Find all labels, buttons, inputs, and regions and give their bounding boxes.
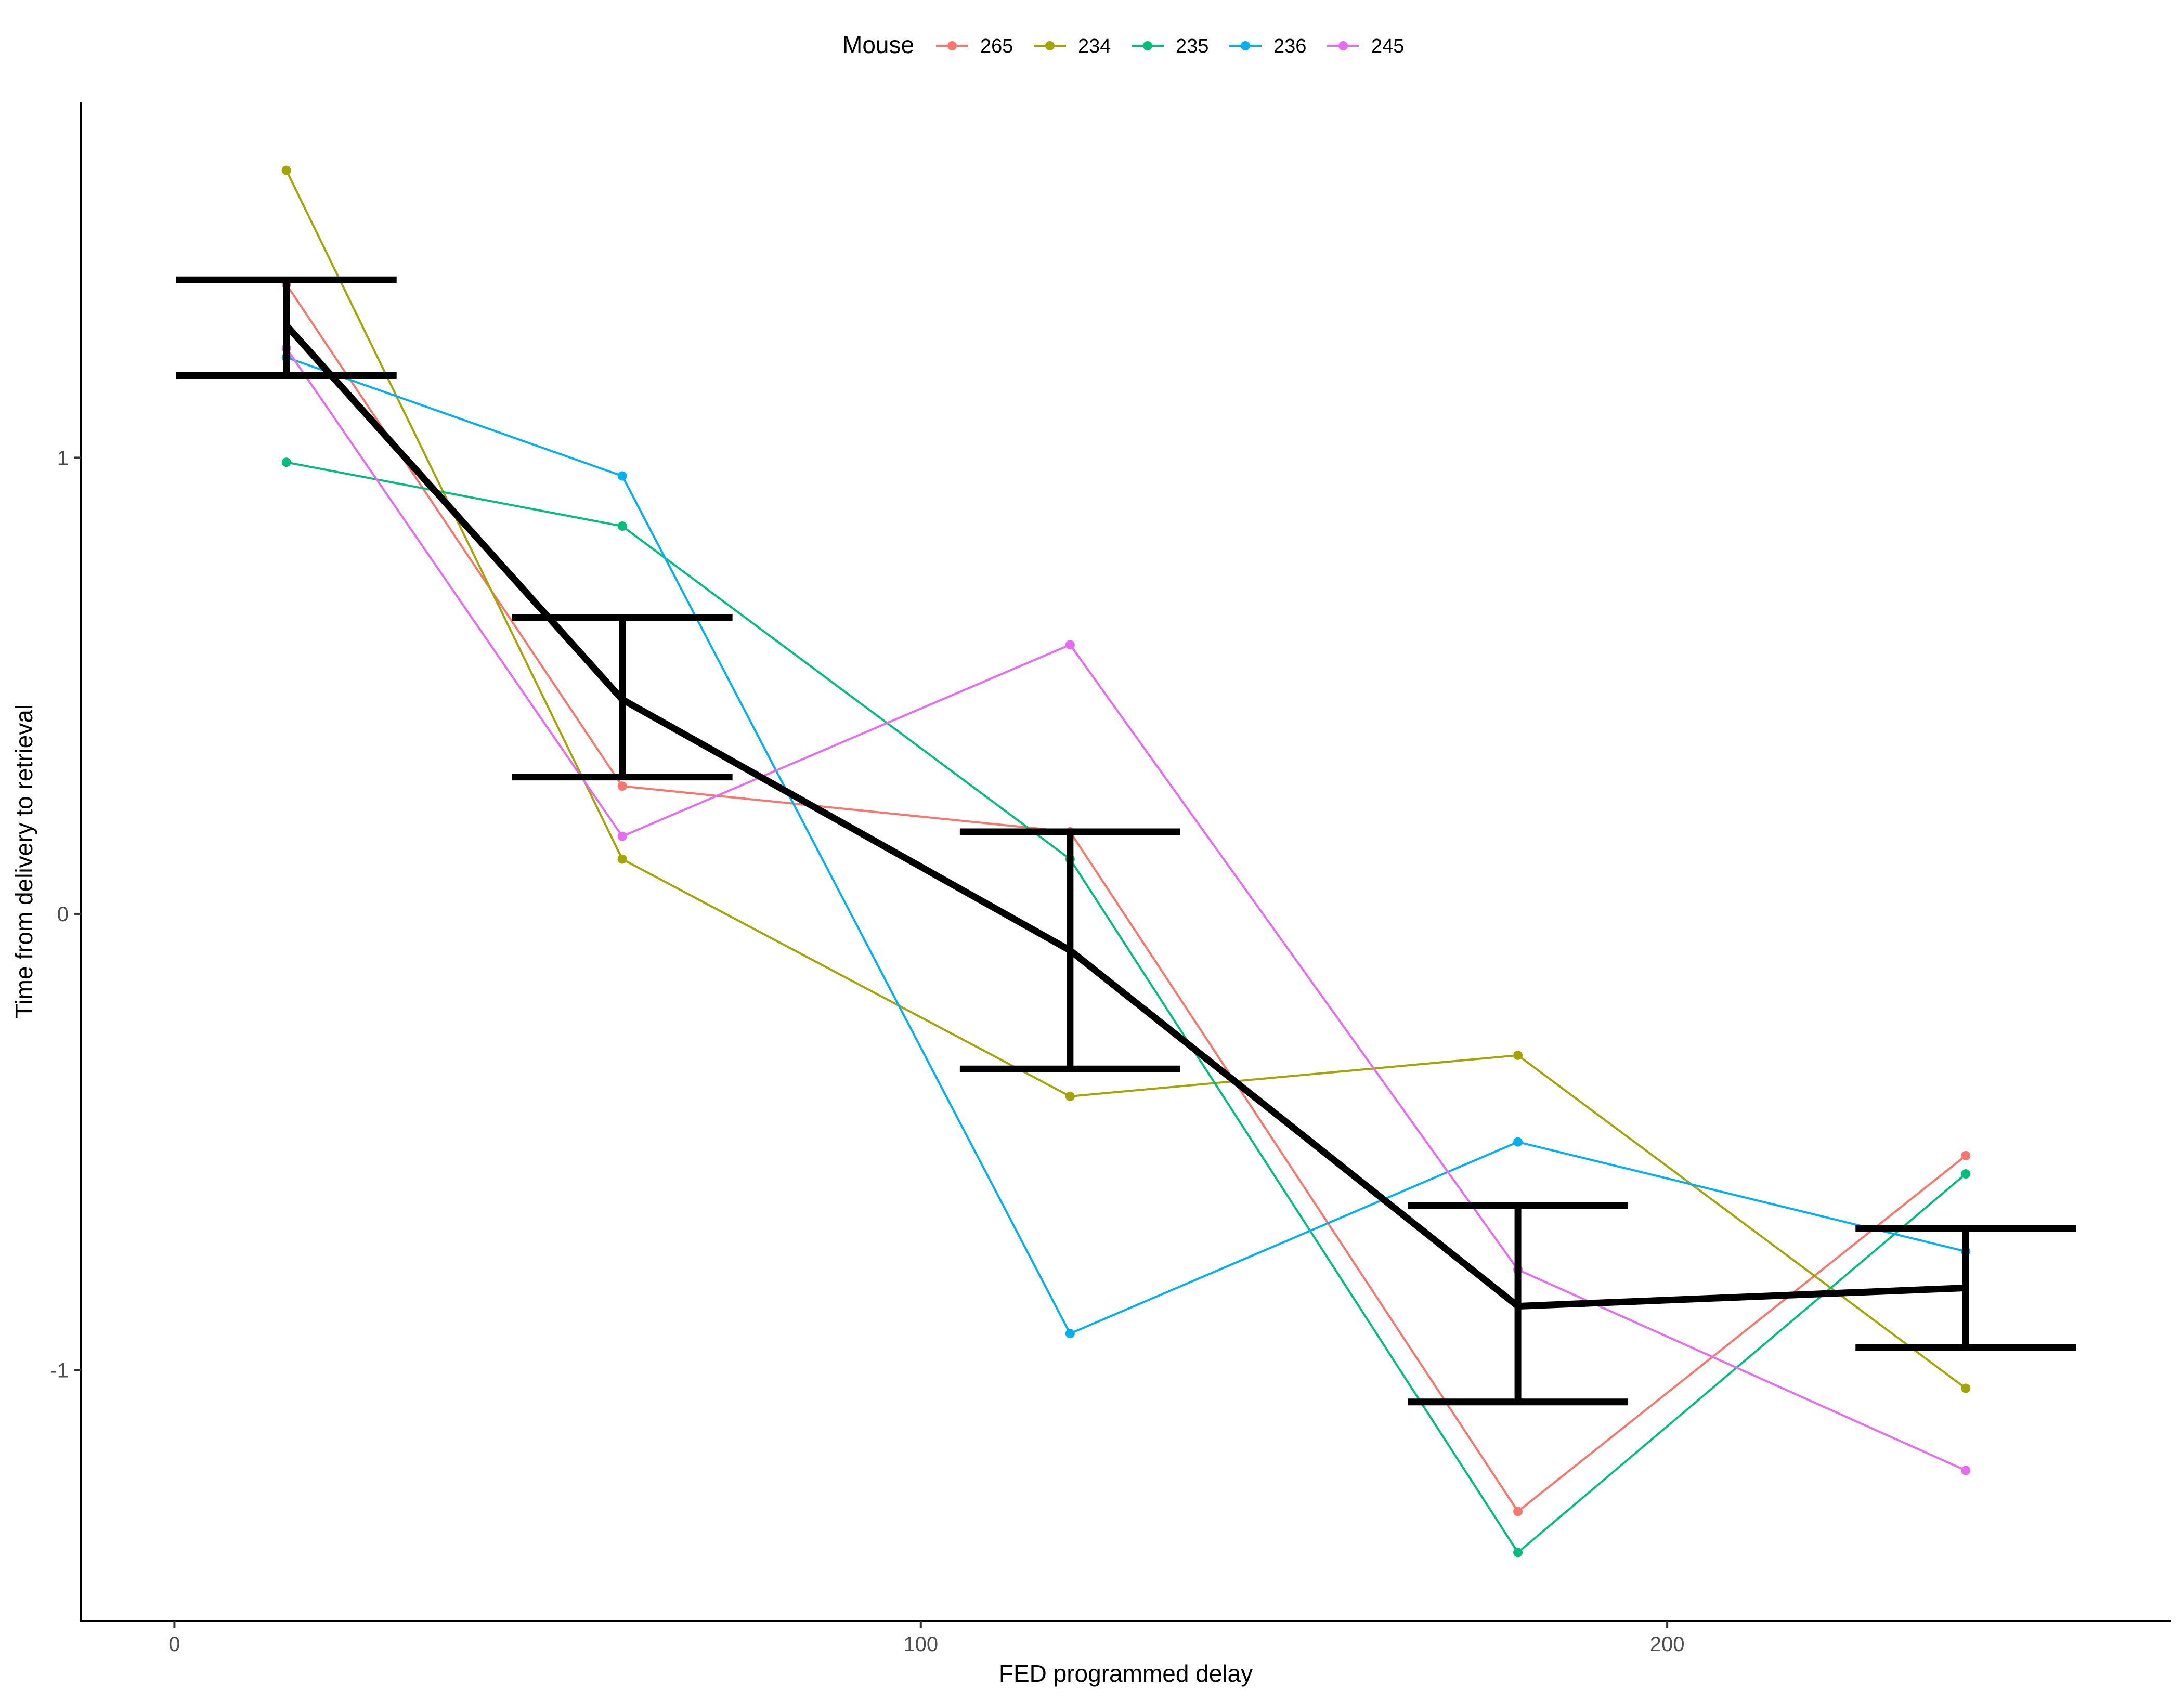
data-point: [1961, 1466, 1971, 1475]
data-point: [1961, 1169, 1971, 1179]
data-point: [1961, 1150, 1971, 1160]
error-bar: [512, 614, 733, 781]
legend-key-point: [1241, 41, 1250, 50]
legend-title: Mouse: [842, 31, 914, 58]
data-point: [617, 781, 627, 791]
legend-label: 245: [1371, 35, 1404, 57]
mean-line: [283, 323, 1966, 1310]
data-point: [617, 521, 627, 531]
error-bar: [959, 828, 1180, 1072]
x-axis-title: FED programmed delay: [999, 1660, 1253, 1687]
mean-layer: [176, 276, 2076, 1406]
data-point: [1513, 1548, 1523, 1558]
legend-key-point: [1338, 41, 1348, 50]
legend-item-245: 245: [1327, 35, 1404, 57]
x-tick-label: 200: [1650, 1633, 1685, 1656]
series-245: [281, 343, 1971, 1475]
legend-item-235: 235: [1132, 35, 1208, 57]
legend-label: 236: [1273, 35, 1306, 57]
legend-label: 235: [1176, 35, 1208, 57]
legend-key-point: [1045, 41, 1055, 50]
data-point: [1513, 1050, 1523, 1060]
data-point: [1065, 640, 1075, 650]
legend-item-236: 236: [1229, 35, 1306, 57]
data-point: [281, 165, 291, 175]
series-234: [281, 165, 1971, 1393]
series-layer: [281, 165, 1971, 1558]
series-line: [285, 347, 1967, 1472]
error-bar: [176, 276, 397, 379]
x-tick-label: 100: [903, 1633, 938, 1656]
legend-key-point: [1143, 41, 1152, 50]
data-point: [617, 854, 627, 864]
x-tick-label: 0: [168, 1633, 180, 1656]
y-axis-title: Time from delivery to retrieval: [10, 704, 37, 1018]
error-bar: [1855, 1225, 2076, 1351]
series-line: [286, 461, 1967, 1554]
axes: 0 100 200 -1 0 1: [50, 102, 2171, 1656]
series-265: [281, 279, 1971, 1516]
legend-label: 234: [1078, 35, 1111, 57]
data-point: [1065, 1091, 1075, 1101]
data-point: [1513, 1137, 1523, 1147]
y-tick-label: -1: [50, 1359, 69, 1382]
y-tick-label: 1: [57, 447, 69, 469]
series-line: [285, 283, 1967, 1513]
legend-label: 265: [980, 35, 1013, 57]
error-bar: [1408, 1202, 1629, 1406]
series-235: [281, 457, 1971, 1558]
data-point: [1513, 1507, 1523, 1516]
legend-item-265: 265: [936, 35, 1013, 57]
legend: Mouse 265 234 235 236 245: [842, 31, 1404, 58]
series-line: [286, 356, 1966, 1335]
data-point: [617, 471, 627, 481]
data-point: [617, 831, 627, 841]
legend-key-point: [947, 41, 957, 50]
data-point: [1961, 1383, 1971, 1393]
data-point: [1065, 1329, 1075, 1339]
y-tick-label: 0: [57, 903, 69, 926]
series-236: [281, 352, 1971, 1339]
data-point: [281, 457, 291, 467]
legend-item-234: 234: [1034, 35, 1111, 57]
